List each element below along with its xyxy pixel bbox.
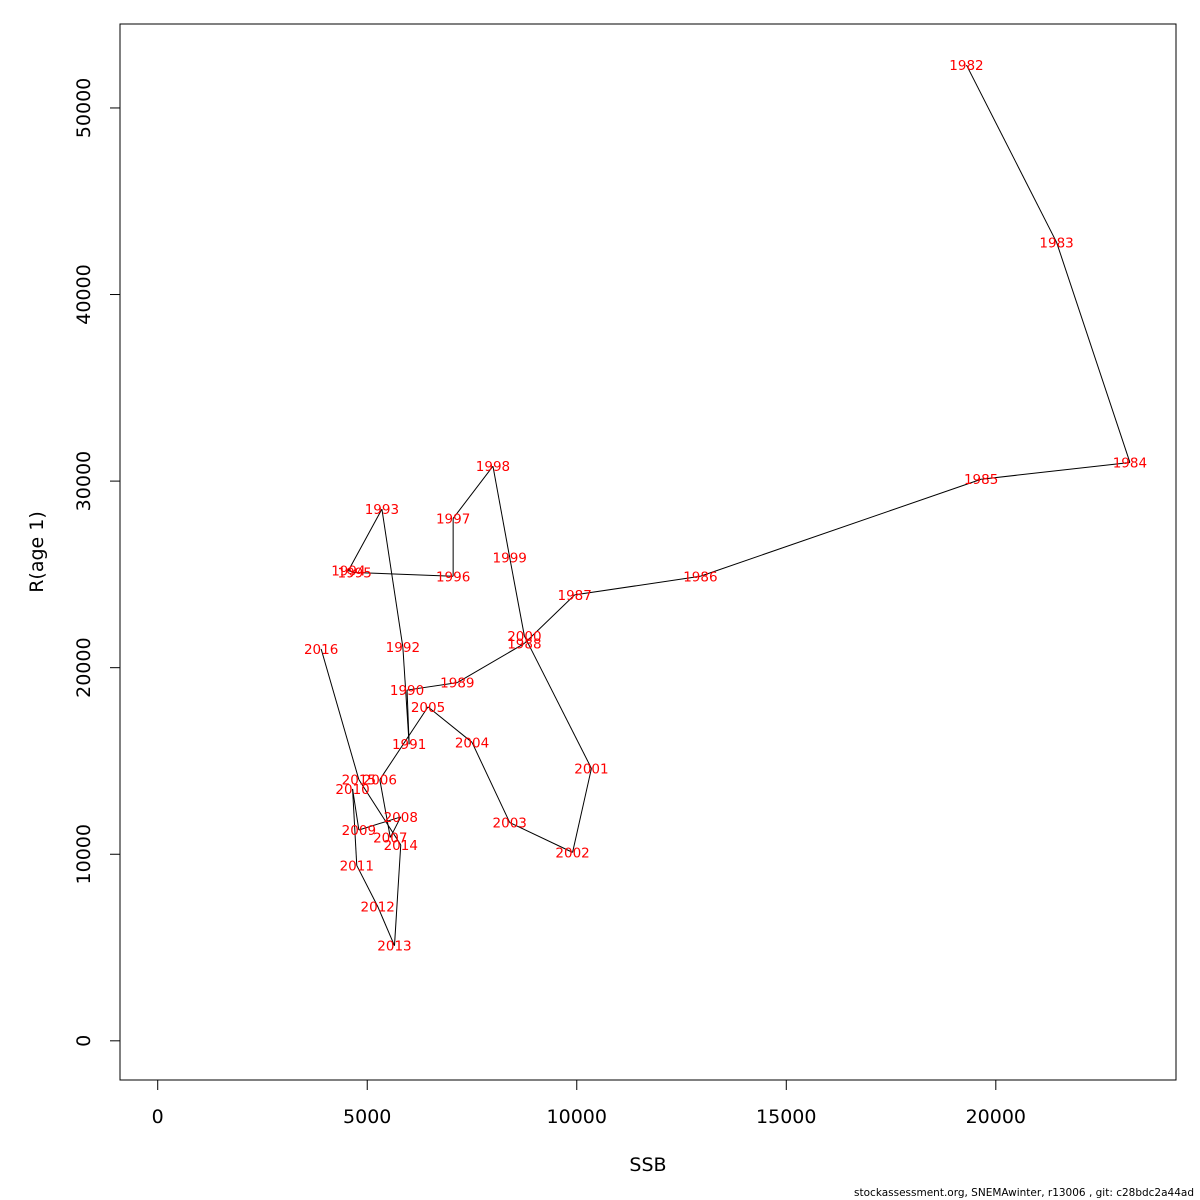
point-label-2016: 2016: [304, 642, 338, 658]
segment-1991-1992: [402, 647, 410, 745]
segment-2007-2008: [389, 816, 402, 838]
point-label-1995: 1995: [337, 566, 371, 582]
point-label-1983: 1983: [1039, 235, 1073, 251]
point-label-2013: 2013: [377, 939, 411, 955]
x-axis-title: SSB: [629, 1154, 666, 1176]
segment-2014-2015: [358, 779, 402, 846]
segment-1995-1996: [354, 572, 454, 577]
point-label-1985: 1985: [964, 472, 998, 488]
point-label-1997: 1997: [436, 511, 470, 527]
x-tick-label: 15000: [756, 1106, 816, 1128]
segment-2009-2010: [352, 788, 360, 831]
point-label-2000: 2000: [507, 629, 541, 645]
segment-1988-1989: [457, 642, 525, 684]
y-tick-label: 10000: [73, 824, 95, 884]
segment-1997-1998: [452, 465, 494, 519]
y-tick-label: 40000: [73, 264, 95, 324]
point-label-1996: 1996: [436, 569, 470, 585]
point-label-1986: 1986: [683, 569, 717, 585]
point-label-1990: 1990: [390, 683, 424, 699]
point-label-2003: 2003: [493, 816, 527, 832]
point-label-1987: 1987: [557, 588, 591, 604]
point-label-2001: 2001: [574, 761, 608, 777]
point-label-2008: 2008: [384, 810, 418, 826]
segment-2003-2004: [471, 742, 511, 823]
point-label-1998: 1998: [476, 459, 510, 475]
segment-1999-2000: [509, 557, 525, 637]
y-tick-label: 20000: [73, 637, 95, 697]
segment-2004-2005: [427, 706, 473, 743]
point-label-1984: 1984: [1113, 455, 1147, 471]
y-tick-label: 0: [73, 1035, 95, 1047]
segment-2010-2011: [352, 788, 358, 866]
point-labels: 1982 1983 1984 1985 1986 1987 1988 1989 1990 1991…: [304, 58, 1147, 955]
segment-1987-1988: [524, 594, 576, 644]
segment-1983-1984: [1056, 242, 1131, 463]
segment-2008-2009: [358, 816, 401, 831]
footer-credit: stockassessment.org, SNEMAwinter, r13006…: [854, 1187, 1194, 1199]
segment-2002-2003: [509, 822, 573, 853]
y-tick-label: 50000: [73, 78, 95, 138]
point-label-1993: 1993: [365, 502, 399, 518]
x-axis: 0 5000 10000 15000 20000: [152, 1079, 1026, 1128]
y-tick-label: 30000: [73, 451, 95, 511]
x-tick-label: 5000: [343, 1106, 391, 1128]
segment-1993-1994: [347, 508, 383, 571]
segment-1986-1987: [574, 575, 701, 596]
point-label-2004: 2004: [455, 735, 489, 751]
segment-2011-2012: [356, 865, 379, 907]
plot-frame: [119, 23, 1177, 1081]
point-label-2009: 2009: [342, 823, 376, 839]
point-label-2005: 2005: [411, 700, 445, 716]
y-axis: 0 10000 20000 30000 40000 50000: [73, 78, 121, 1047]
point-label-2006: 2006: [363, 773, 397, 789]
segment-2015-2016: [320, 648, 360, 780]
segment-2013-2014: [393, 844, 402, 946]
point-label-2014: 2014: [384, 838, 418, 854]
segment-2000-2001: [523, 635, 592, 769]
point-label-2002: 2002: [555, 845, 589, 861]
point-label-1982: 1982: [949, 58, 983, 74]
point-label-1988: 1988: [507, 636, 541, 652]
x-tick-label: 20000: [966, 1106, 1026, 1128]
segment-2012-2013: [377, 906, 395, 946]
segment-2001-2002: [572, 768, 592, 853]
point-label-1999: 1999: [493, 551, 527, 567]
series-lines: [320, 64, 1131, 946]
segment-1982-1983: [966, 64, 1058, 243]
segment-2006-2007: [379, 779, 391, 838]
x-tick-label: 10000: [547, 1106, 607, 1128]
x-tick-label: 0: [152, 1106, 164, 1128]
point-label-2010: 2010: [335, 782, 369, 798]
point-label-2015: 2015: [342, 773, 376, 789]
point-label-1989: 1989: [440, 676, 474, 692]
y-axis-title: R(age 1): [26, 511, 48, 593]
segment-1984-1985: [981, 461, 1130, 480]
segment-1989-1990: [406, 682, 458, 691]
point-label-1994: 1994: [331, 564, 365, 580]
point-label-1991: 1991: [392, 737, 426, 753]
point-label-1992: 1992: [386, 640, 420, 656]
point-label-2011: 2011: [340, 858, 374, 874]
segment-2005-2006: [379, 706, 429, 780]
point-label-2012: 2012: [361, 899, 395, 915]
segment-1992-1993: [381, 509, 404, 648]
segment-1994-1995: [348, 570, 355, 574]
point-label-2007: 2007: [373, 830, 407, 846]
segment-1998-1999: [492, 466, 511, 558]
segment-1985-1986: [700, 478, 982, 577]
